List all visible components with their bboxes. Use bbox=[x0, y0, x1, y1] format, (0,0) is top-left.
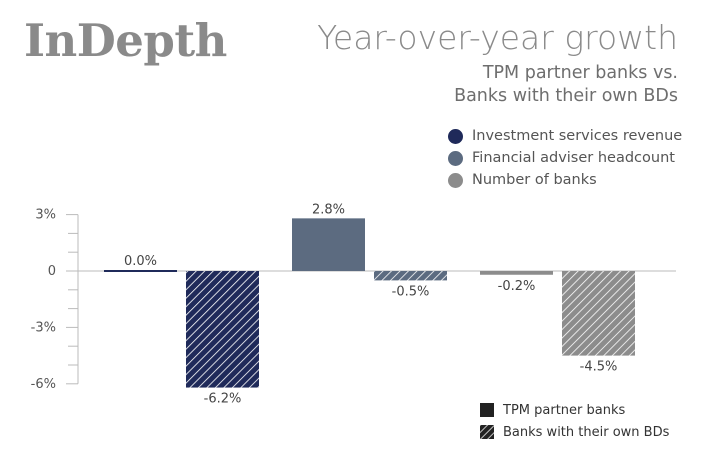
data-labels: 0.0% -6.2% 2.8% -0.5% -0.2% -4.5% bbox=[124, 202, 617, 406]
bar-headcount-tpm bbox=[292, 218, 365, 271]
data-label-investment-tpm: 0.0% bbox=[124, 254, 157, 269]
bars bbox=[104, 218, 635, 388]
bar-investment-tpm bbox=[104, 270, 177, 272]
legend-item-investment: Investment services revenue bbox=[448, 125, 682, 147]
data-label-banks-own-bds: -4.5% bbox=[580, 360, 618, 375]
group-legend: TPM partner banks Banks with their own B… bbox=[480, 399, 669, 443]
y-tick-label: 0 bbox=[48, 264, 56, 279]
legend-label-investment: Investment services revenue bbox=[472, 128, 683, 144]
chart-subtitle: TPM partner banks vs. Banks with their o… bbox=[454, 62, 678, 108]
subtitle-line-1: TPM partner banks vs. bbox=[482, 63, 678, 83]
bar-banks-own-bds bbox=[562, 271, 635, 356]
y-tick-label: -6% bbox=[31, 377, 56, 392]
y-tick-label: 3% bbox=[35, 208, 56, 223]
bar-headcount-own-bds bbox=[374, 271, 447, 281]
legend-dot-banks bbox=[448, 172, 463, 188]
legend-dot-investment bbox=[448, 128, 463, 144]
y-tick-label: -3% bbox=[31, 320, 56, 335]
legend-item-headcount: Financial adviser headcount bbox=[448, 147, 682, 169]
legend-label-own-bds: Banks with their own BDs bbox=[503, 424, 670, 440]
legend-swatch-solid bbox=[480, 403, 494, 417]
data-label-investment-own-bds: -6.2% bbox=[204, 392, 242, 407]
legend-swatch-hatched bbox=[480, 425, 494, 439]
brand-logo: InDepth bbox=[24, 14, 227, 67]
legend-dot-headcount bbox=[448, 150, 463, 166]
legend-label-headcount: Financial adviser headcount bbox=[472, 150, 675, 166]
subtitle-line-2: Banks with their own BDs bbox=[454, 86, 678, 106]
legend-label-tpm: TPM partner banks bbox=[503, 402, 626, 418]
bar-banks-tpm bbox=[480, 271, 553, 275]
data-label-banks-tpm: -0.2% bbox=[498, 279, 536, 294]
legend-label-banks: Number of banks bbox=[472, 172, 597, 188]
series-legend: Investment services revenue Financial ad… bbox=[448, 125, 682, 191]
data-label-headcount-own-bds: -0.5% bbox=[392, 284, 430, 299]
legend-item-banks: Number of banks bbox=[448, 169, 682, 191]
legend-item-own-bds: Banks with their own BDs bbox=[480, 421, 669, 443]
chart-title: Year-over-year growth bbox=[317, 18, 678, 57]
data-label-headcount-tpm: 2.8% bbox=[312, 202, 345, 217]
bar-investment-own-bds bbox=[186, 271, 259, 388]
legend-item-tpm: TPM partner banks bbox=[480, 399, 669, 421]
